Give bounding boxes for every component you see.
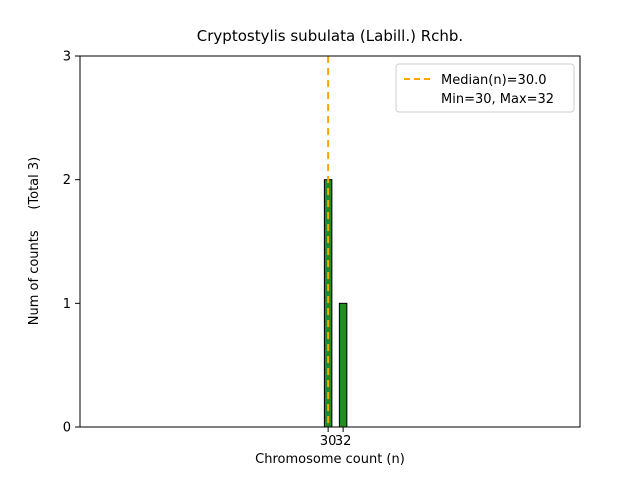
legend: Median(n)=30.0 Min=30, Max=32	[395, 63, 575, 113]
x-tick-label: 32	[335, 434, 352, 449]
y-tick-label: 2	[63, 173, 71, 188]
x-tick-label: 30	[320, 434, 337, 449]
axes-frame	[79, 55, 581, 428]
legend-entry-median: Median(n)=30.0	[441, 73, 547, 88]
x-axis-label: Chromosome count (n)	[255, 452, 405, 467]
y-tick-label: 1	[63, 297, 71, 312]
y-axis-label: Num of counts (Total 3)	[27, 157, 42, 325]
legend-box	[395, 63, 575, 113]
y-tick-label: 3	[63, 50, 71, 65]
bar-32	[338, 302, 348, 428]
chart-title: Cryptostylis subulata (Labill.) Rchb.	[197, 27, 463, 45]
y-tick-label: 0	[63, 421, 71, 436]
legend-entry-minmax: Min=30, Max=32	[441, 92, 554, 107]
